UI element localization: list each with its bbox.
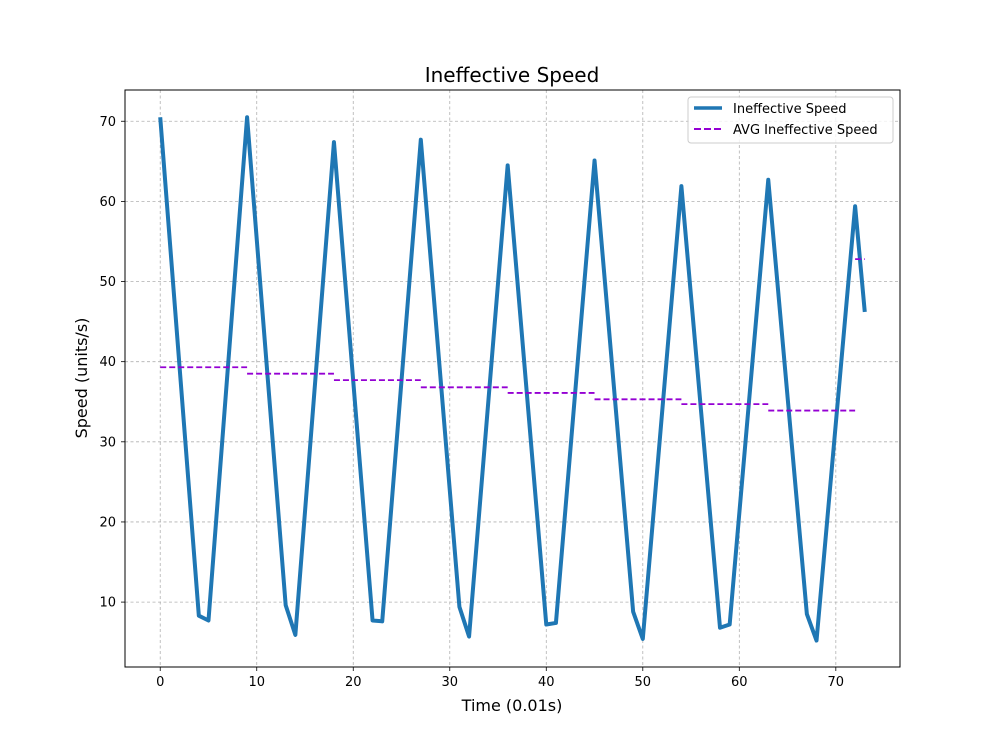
legend-label-avg: AVG Ineffective Speed <box>733 123 878 138</box>
legend: Ineffective Speed AVG Ineffective Speed <box>687 96 894 144</box>
x-axis-title: Time (0.01s) <box>461 696 563 715</box>
x-tick-label: 50 <box>635 675 652 690</box>
y-tick-label: 60 <box>99 195 116 210</box>
y-tick-label: 50 <box>99 275 116 290</box>
x-tick-label: 70 <box>828 675 845 690</box>
legend-label-speed: Ineffective Speed <box>733 102 846 117</box>
chart-title: Ineffective Speed <box>425 63 600 87</box>
speed-series-line <box>158 115 867 643</box>
x-tick-label: 20 <box>345 675 362 690</box>
legend-box <box>687 96 894 144</box>
y-tick-label: 70 <box>99 115 116 130</box>
plot-area-series <box>158 115 867 643</box>
y-tick-label: 10 <box>99 596 116 611</box>
y-tick-label: 40 <box>99 355 116 370</box>
y-axis-title: Speed (units/s) <box>72 318 91 439</box>
x-tick-label: 0 <box>156 675 164 690</box>
x-tick-label: 10 <box>248 675 265 690</box>
y-tick-label: 30 <box>99 435 116 450</box>
plot-frame <box>124 89 901 668</box>
y-tick-label: 20 <box>99 515 116 530</box>
x-tick-label: 60 <box>731 675 748 690</box>
x-tick-label: 40 <box>538 675 555 690</box>
axis-ticks: 0 10 20 30 40 50 60 70 10 20 30 40 50 60 70 <box>99 115 844 690</box>
x-tick-label: 30 <box>441 675 458 690</box>
